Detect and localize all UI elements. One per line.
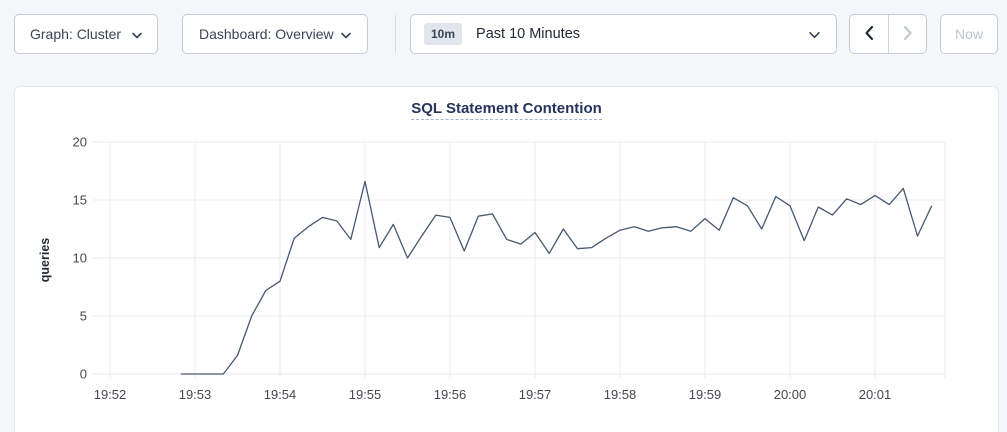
x-tick-label: 19:52 (94, 387, 127, 402)
time-range-badge: 10m (424, 23, 463, 45)
data-line-queries[interactable] (180, 180, 933, 375)
previous-time-button[interactable] (850, 15, 888, 53)
y-tick-label: 15 (73, 193, 87, 208)
x-tick-label: 19:59 (689, 387, 722, 402)
time-range-label: Past 10 Minutes (476, 26, 581, 42)
x-tick-label: 19:56 (434, 387, 467, 402)
dashboard-dropdown[interactable]: Dashboard: Overview (182, 14, 368, 54)
chevron-down-icon (809, 26, 820, 42)
y-tick-label: 20 (73, 135, 87, 150)
x-tick-label: 19:55 (349, 387, 382, 402)
x-tick-label: 20:01 (859, 387, 892, 402)
chevron-down-icon (341, 26, 351, 42)
x-tick-label: 19:53 (179, 387, 212, 402)
next-time-button[interactable] (888, 15, 926, 53)
chart-title-row: SQL Statement Contention (15, 100, 998, 128)
graph-dropdown-label: Graph: Cluster (30, 26, 122, 42)
graph-dropdown[interactable]: Graph: Cluster (14, 14, 158, 54)
chevron-right-icon (903, 25, 913, 44)
y-tick-label: 5 (80, 309, 87, 324)
x-tick-label: 19:54 (264, 387, 297, 402)
y-tick-label: 0 (80, 367, 87, 382)
toolbar-divider (395, 15, 396, 53)
dashboard-dropdown-label: Dashboard: Overview (199, 26, 334, 42)
toolbar: Graph: Cluster Dashboard: Overview 10m P… (0, 0, 1007, 54)
chart-card: SQL Statement Contention 0 5 10 15 20 19:52 19… (14, 86, 999, 432)
chart-area[interactable]: 0 5 10 15 20 19:52 19:53 19:54 19:55 19:56 19:57 19… (15, 128, 999, 432)
chevron-down-icon (132, 26, 142, 42)
now-button[interactable]: Now (940, 14, 998, 54)
chevron-left-icon (864, 25, 874, 44)
x-tick-label: 19:58 (604, 387, 637, 402)
time-pager (849, 14, 927, 54)
contention-line-chart[interactable]: 0 5 10 15 20 19:52 19:53 19:54 19:55 19:56 19:57 19… (15, 128, 999, 432)
y-axis-label: queries (38, 238, 52, 283)
x-tick-label: 20:00 (774, 387, 807, 402)
x-tick-label: 19:57 (519, 387, 552, 402)
y-tick-label: 10 (73, 251, 87, 266)
time-range-dropdown[interactable]: 10m Past 10 Minutes (410, 14, 837, 54)
chart-title[interactable]: SQL Statement Contention (411, 100, 602, 120)
